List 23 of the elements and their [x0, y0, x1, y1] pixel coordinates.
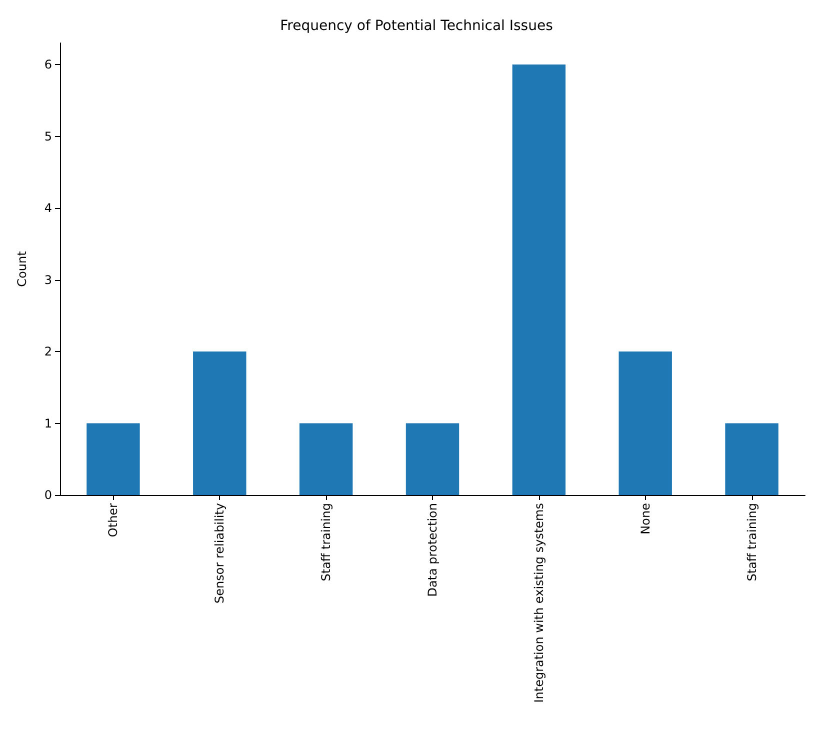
bar [406, 423, 460, 495]
bar [618, 352, 672, 495]
y-tick-label: 6 [44, 58, 52, 72]
bar [512, 64, 566, 495]
x-tick-label: Sensor reliability [212, 503, 227, 604]
y-tick-label: 4 [44, 201, 52, 216]
x-tick-label: Staff training [319, 503, 334, 582]
bar [86, 423, 140, 495]
x-tick-label: Other [106, 502, 120, 538]
x-tick-label: Staff training [744, 503, 759, 582]
bar [725, 423, 778, 495]
x-tick-label: Integration with existing systems [532, 503, 546, 703]
chart-title: Frequency of Potential Technical Issues [280, 18, 553, 34]
bar [193, 352, 246, 495]
y-tick-label: 3 [44, 272, 52, 287]
y-tick-label: 1 [44, 416, 52, 430]
y-tick-label: 0 [44, 488, 52, 502]
x-tick-label: None [638, 503, 652, 534]
y-axis-title: Count [15, 250, 29, 287]
x-tick-label: Data protection [426, 503, 440, 597]
y-tick-label: 5 [44, 129, 52, 144]
bar [299, 423, 353, 495]
y-tick-label: 2 [44, 344, 52, 359]
